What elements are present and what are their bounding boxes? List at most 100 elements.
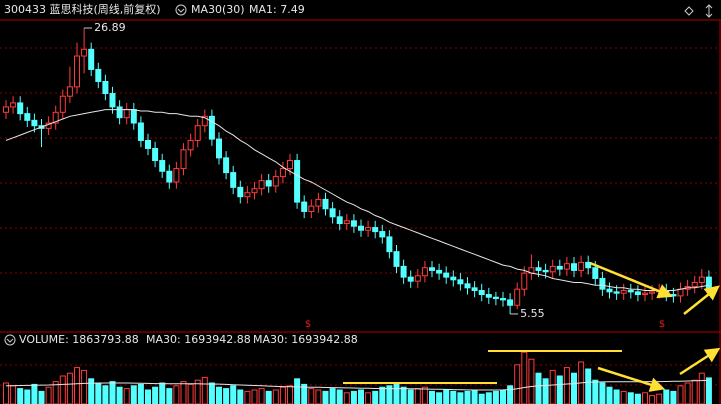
volume-bar	[649, 395, 656, 404]
candle-body	[287, 160, 293, 170]
volume-bar	[514, 364, 521, 404]
volume-bar	[620, 390, 627, 404]
volume-bar	[379, 386, 386, 404]
volume-bar	[173, 385, 180, 404]
candle-body	[180, 149, 187, 170]
signal-marker[interactable]: $	[659, 319, 665, 330]
candle-body	[350, 220, 357, 227]
volume-bar	[10, 385, 17, 404]
volume-bar	[663, 389, 670, 404]
volume-bar	[528, 358, 535, 404]
volume-bar	[485, 392, 492, 404]
volume-bar	[17, 388, 24, 404]
volume-bar	[322, 390, 329, 404]
indicator-label: MA30(30)	[191, 3, 245, 16]
candle-body	[130, 109, 137, 124]
volume-bar	[571, 372, 577, 404]
volume-bar	[152, 386, 159, 404]
volume-bar	[230, 385, 237, 404]
candle-body	[599, 277, 606, 290]
candle-body	[81, 48, 88, 57]
volume-bar	[38, 390, 45, 404]
candle-body	[201, 115, 208, 127]
candle-body	[272, 176, 279, 187]
indicator-label: MA1: 7.49	[249, 3, 305, 16]
candle-body	[230, 172, 237, 188]
candle-body	[578, 261, 585, 271]
volume-bar	[542, 378, 549, 404]
candle-body	[507, 299, 514, 306]
toggle-icon	[6, 338, 14, 343]
candle-body	[59, 95, 66, 113]
candle-body	[372, 227, 379, 233]
volume-bar	[109, 381, 116, 404]
candle-body	[88, 48, 95, 70]
volume-bar	[187, 383, 194, 404]
volume-bar	[88, 378, 95, 404]
volume-label: MA30: 1693942.88	[253, 333, 358, 346]
candle-body	[429, 267, 435, 271]
settings-icon[interactable]	[684, 6, 694, 16]
volume-bar	[123, 388, 130, 404]
volume-bar	[471, 389, 478, 404]
signal-marker[interactable]: $	[305, 319, 311, 330]
volume-bar	[492, 390, 499, 404]
candle-body	[485, 294, 492, 298]
volume-bar	[223, 388, 230, 404]
volume-bar	[287, 385, 293, 404]
toggle-icon	[177, 8, 185, 13]
candle-body	[137, 122, 144, 141]
candle-body	[414, 275, 421, 282]
volume-bar	[3, 382, 9, 404]
volume-bar	[145, 389, 151, 404]
volume-bar	[457, 392, 464, 404]
volume-bar	[549, 369, 556, 404]
candle-body	[649, 291, 656, 294]
candle-body	[443, 272, 450, 278]
toggle-icon[interactable]	[4, 334, 16, 346]
candle-body	[237, 186, 244, 198]
volume-label: MA30: 1693942.88	[146, 333, 251, 346]
min-label: 5.55	[520, 307, 545, 320]
volume-bar	[500, 389, 506, 404]
volume-bar	[52, 381, 59, 404]
volume-bar	[258, 388, 265, 404]
volume-bar	[436, 392, 443, 404]
volume-label: VOLUME: 1863793.88	[19, 333, 139, 346]
volume-bar	[102, 385, 109, 404]
annotation-arrow	[589, 261, 673, 299]
candle-body	[450, 276, 457, 281]
candle-body	[216, 138, 222, 159]
candle-body	[208, 115, 215, 140]
candle-body	[74, 55, 80, 88]
candle-body	[329, 208, 336, 218]
volume-bar	[95, 382, 102, 404]
volume-bar	[358, 389, 364, 404]
candle-body	[400, 265, 407, 278]
candle-body	[634, 291, 641, 296]
volume-bar	[642, 392, 648, 404]
candle-body	[592, 267, 599, 279]
candle-body	[152, 147, 159, 162]
volume-bar	[393, 382, 400, 404]
volume-bar	[606, 386, 613, 404]
volume-bar	[74, 367, 80, 404]
volume-bar	[216, 386, 222, 404]
candle-body	[393, 251, 400, 267]
resize-icon[interactable]	[705, 4, 713, 18]
candle-body	[620, 290, 627, 294]
candle-body	[265, 180, 272, 187]
plot: 26.89 5.55	[3, 21, 712, 404]
candle-body	[315, 198, 322, 207]
toggle-icon[interactable]	[175, 4, 187, 16]
volume-bar	[24, 389, 31, 404]
volume-bar	[294, 378, 301, 404]
volume-bar	[464, 390, 471, 404]
candle-body	[563, 263, 570, 270]
volume-bar	[365, 392, 372, 404]
candle-body	[279, 168, 286, 178]
candle-body	[571, 263, 577, 271]
candle-body	[123, 109, 130, 119]
volume-bar	[585, 368, 592, 404]
